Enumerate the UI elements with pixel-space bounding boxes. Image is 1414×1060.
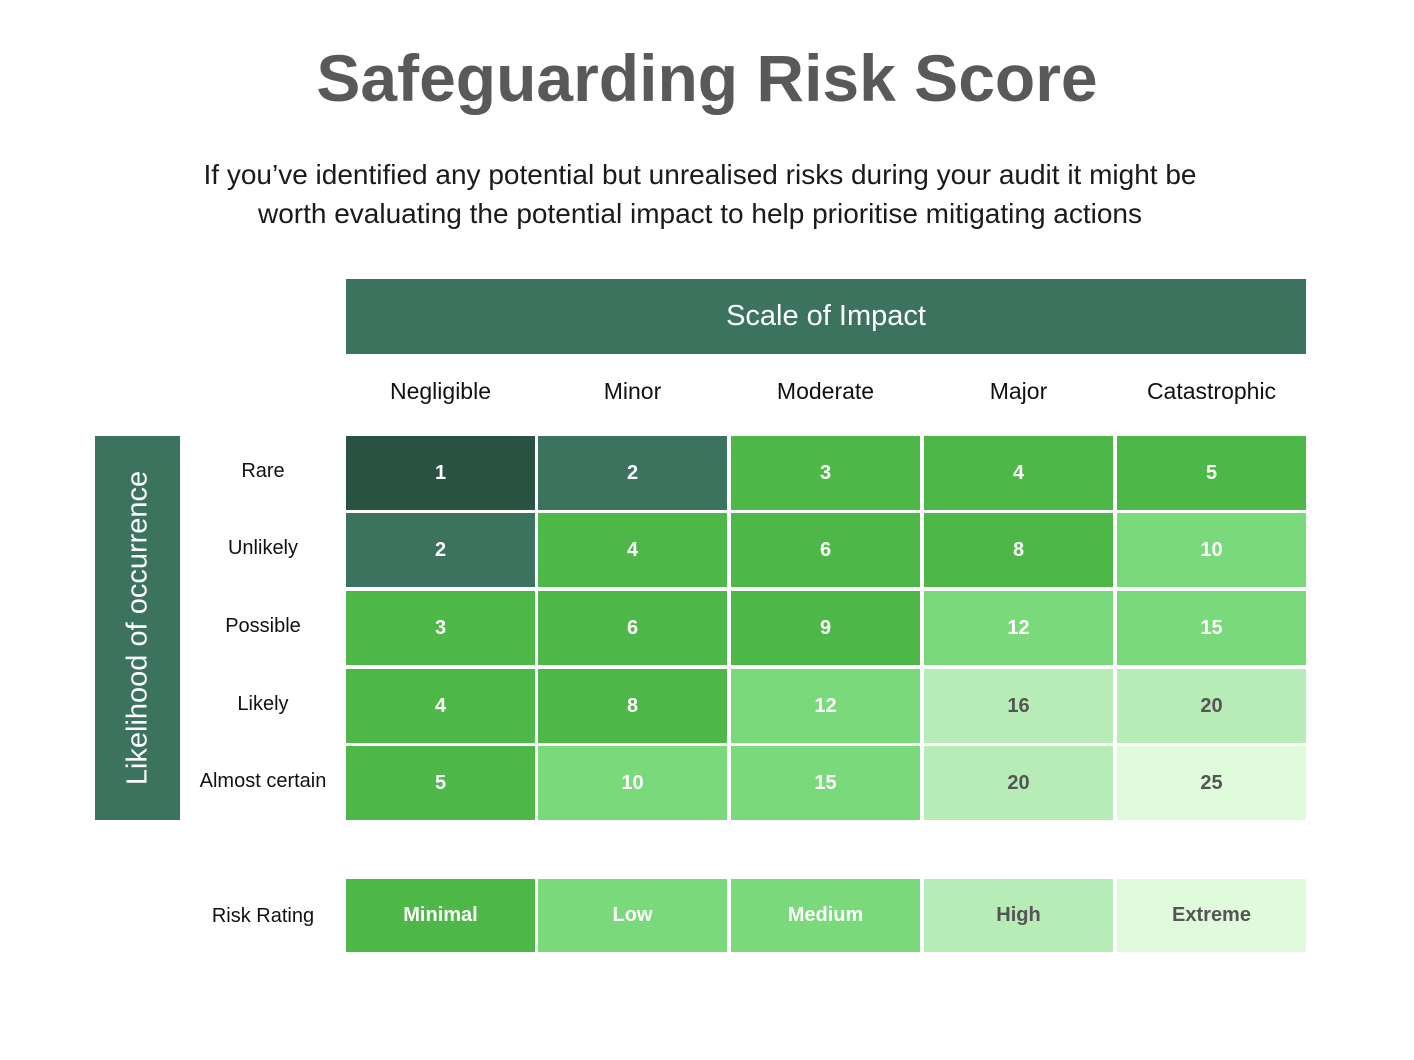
column-header: Minor <box>603 378 662 404</box>
risk-rating-cell: Extreme <box>1117 879 1306 952</box>
score-cell: 10 <box>538 746 727 820</box>
risk-rating-cell: Low <box>538 879 727 952</box>
row-header: Possible <box>225 615 301 637</box>
column-header: Negligible <box>389 378 491 404</box>
likelihood-header: Likelihood of occurrence <box>95 436 180 820</box>
score-cell: 5 <box>346 746 535 820</box>
score-cell: 10 <box>1117 513 1306 587</box>
score-cell: 8 <box>924 513 1113 587</box>
column-header: Catastrophic <box>1146 378 1277 404</box>
row-header: Likely <box>237 693 289 715</box>
score-cell: 12 <box>731 669 920 743</box>
column-header: Major <box>989 378 1048 404</box>
score-cell: 4 <box>346 669 535 743</box>
subtitle-line: worth evaluating the potential impact to… <box>257 198 1143 229</box>
subtitle-line: If you’ve identified any potential but u… <box>203 159 1197 190</box>
score-cell: 5 <box>1117 436 1306 510</box>
row-header: Rare <box>241 460 285 482</box>
risk-rating-cell: High <box>924 879 1113 952</box>
score-cell: 1 <box>346 436 535 510</box>
scale-of-impact-label: Scale of Impact <box>726 300 926 332</box>
score-cell: 4 <box>538 513 727 587</box>
column-header: Moderate <box>776 378 875 404</box>
row-header: Almost certain <box>199 770 327 792</box>
score-cell: 9 <box>731 591 920 665</box>
row-header: Unlikely <box>227 537 299 559</box>
score-cell: 3 <box>346 591 535 665</box>
score-cell: 16 <box>924 669 1113 743</box>
risk-rating-cell: Medium <box>731 879 920 952</box>
score-cell: 2 <box>538 436 727 510</box>
score-cell: 15 <box>1117 591 1306 665</box>
score-cell: 3 <box>731 436 920 510</box>
score-cell: 8 <box>538 669 727 743</box>
score-cell: 20 <box>924 746 1113 820</box>
score-cell: 12 <box>924 591 1113 665</box>
page-title: Safeguarding Risk Score <box>316 41 1098 115</box>
likelihood-label: Likelihood of occurrence <box>121 470 153 786</box>
scale-of-impact-header: Scale of Impact <box>346 279 1306 354</box>
score-cell: 25 <box>1117 746 1306 820</box>
score-cell: 4 <box>924 436 1113 510</box>
score-cell: 20 <box>1117 669 1306 743</box>
risk-rating-label: Risk Rating <box>211 905 315 927</box>
score-cell: 6 <box>538 591 727 665</box>
risk-rating-cell: Minimal <box>346 879 535 952</box>
subtitle: If you’ve identified any potential but u… <box>140 155 1260 233</box>
score-cell: 2 <box>346 513 535 587</box>
score-cell: 6 <box>731 513 920 587</box>
score-cell: 15 <box>731 746 920 820</box>
